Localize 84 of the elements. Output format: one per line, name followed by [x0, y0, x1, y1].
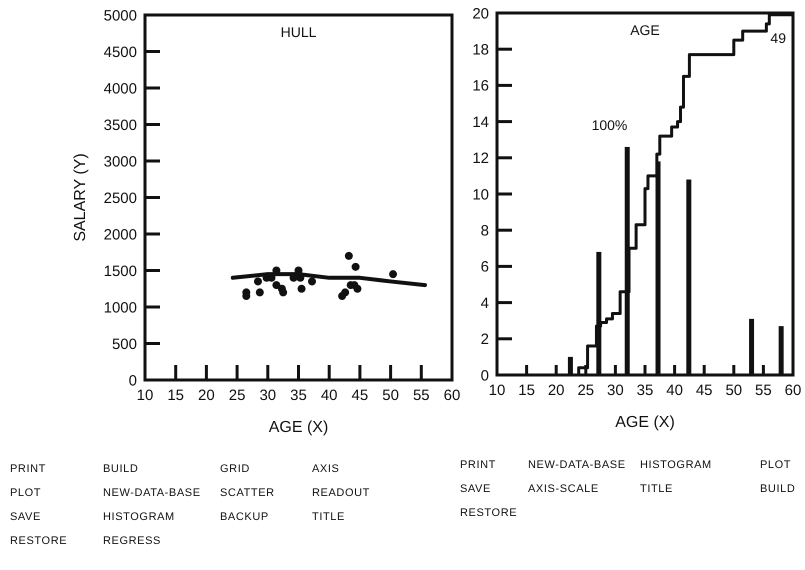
text: AXIS-SCALE	[528, 483, 599, 495]
y-tick-label: 2	[480, 331, 489, 348]
y-tick-label: 4	[480, 294, 489, 312]
text: TITLE	[640, 483, 673, 495]
x-axis-title: AGE (X)	[268, 419, 328, 436]
y-tick-label: 5000	[104, 7, 137, 24]
y-axis-title: SALARY (Y)	[72, 153, 89, 242]
y-tick-label: 1000	[104, 299, 137, 316]
x-tick-label: 60	[444, 387, 460, 404]
x-tick-label: 55	[412, 387, 430, 404]
x-tick-label: 15	[518, 382, 535, 399]
text: NEW-DATA-BASE	[528, 459, 626, 471]
y-tick-label: 12	[472, 150, 489, 168]
text: READOUT	[312, 487, 370, 499]
x-tick-label: 45	[352, 387, 368, 404]
text: REGRESS	[103, 535, 161, 547]
point	[353, 284, 362, 293]
y-tick-label: 3000	[104, 153, 137, 170]
x-tick-label: 45	[696, 382, 713, 399]
y-tick-label: 0	[480, 367, 489, 384]
text: HULL	[280, 24, 317, 40]
x-tick-label: 40	[666, 382, 683, 399]
y-tick-label: 20	[472, 5, 489, 22]
x-tick-label: 30	[607, 382, 624, 399]
y-tick-label: 6	[480, 258, 489, 276]
x-tick-label: 15	[167, 387, 184, 404]
point	[344, 252, 353, 260]
point	[272, 281, 280, 290]
point	[298, 284, 306, 293]
x-tick-label: 25	[228, 387, 246, 404]
y-tick-label: 2000	[104, 226, 137, 244]
x-tick-label: 20	[198, 387, 215, 404]
x-tick-label: 60	[784, 382, 802, 399]
annotation: 100%	[592, 117, 628, 134]
text: AXIS	[312, 463, 340, 475]
annotation: 49	[770, 30, 786, 46]
x-tick-label: 50	[725, 382, 742, 399]
text: TITLE	[312, 511, 345, 523]
text: BUILD	[760, 483, 796, 495]
x-tick-label: 40	[320, 387, 338, 404]
y-tick-label: 2500	[104, 190, 137, 207]
x-tick-label: 55	[755, 382, 772, 399]
x-tick-label: 50	[382, 387, 399, 404]
point	[389, 270, 398, 278]
point	[308, 277, 316, 286]
text: PLOT	[10, 487, 42, 499]
y-tick-label: 4000	[104, 80, 137, 98]
text: SAVE	[460, 483, 491, 495]
y-tick-label: 500	[112, 336, 137, 353]
text: HISTOGRAM	[103, 511, 175, 523]
text: GRID	[220, 463, 250, 475]
x-tick-label: 35	[290, 387, 307, 404]
point	[279, 288, 288, 296]
text: BACKUP	[220, 511, 269, 523]
text: RESTORE	[10, 535, 68, 547]
text: SCATTER	[220, 487, 275, 499]
x-axis-title: AGE (X)	[615, 414, 675, 431]
y-tick-label: 16	[472, 78, 489, 95]
x-tick-label: 25	[577, 382, 594, 399]
x-tick-label: 20	[548, 382, 565, 399]
text: BUILD	[103, 463, 138, 475]
point	[341, 288, 350, 296]
point	[254, 277, 262, 286]
text: PRINT	[460, 459, 496, 471]
x-tick-label: 10	[136, 387, 154, 404]
text: PRINT	[10, 463, 46, 475]
text: HISTOGRAM	[640, 459, 712, 471]
point	[256, 288, 264, 296]
y-tick-label: 14	[472, 114, 489, 131]
x-tick-label: 35	[636, 382, 654, 399]
y-tick-label: 8	[480, 222, 489, 240]
y-tick-label: 1500	[104, 262, 137, 280]
text: NEW-DATA-BASE	[103, 487, 201, 499]
y-tick-label: 10	[472, 186, 489, 204]
text: RESTORE	[460, 507, 518, 519]
text: SAVE	[10, 511, 41, 523]
y-tick-label: 4500	[104, 44, 137, 61]
text: PLOT	[760, 459, 792, 471]
text: AGE	[630, 22, 660, 38]
y-tick-label: 0	[128, 372, 137, 390]
y-tick-label: 18	[472, 41, 489, 58]
x-tick-label: 30	[259, 387, 276, 404]
y-tick-label: 3500	[104, 116, 137, 134]
point	[352, 262, 360, 271]
